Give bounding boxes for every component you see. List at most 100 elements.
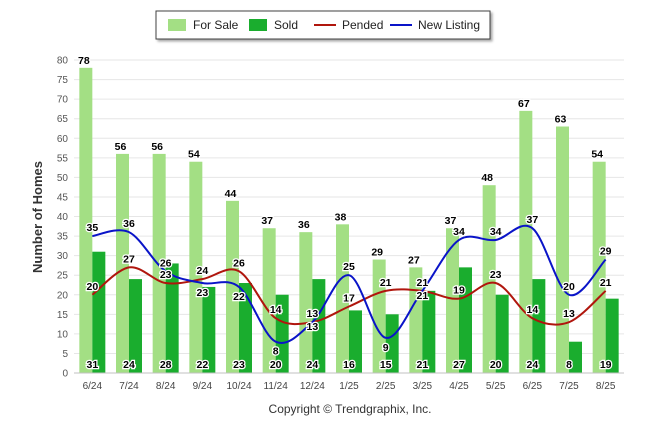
line-new-listing [92, 224, 607, 344]
data-label-for-sale: 27 [408, 254, 420, 266]
data-label-new-listing: 23 [196, 287, 208, 299]
data-label-sold: 20 [490, 359, 502, 371]
x-tick-label: 10/24 [226, 381, 251, 392]
y-tick-label: 10 [57, 329, 69, 340]
legend-label: Pended [342, 18, 383, 32]
data-label-pended: 13 [563, 308, 575, 320]
data-label-for-sale: 78 [78, 55, 90, 67]
y-tick-label: 80 [57, 56, 69, 67]
data-label-new-listing: 13 [306, 308, 318, 320]
data-label-new-listing: 29 [600, 246, 612, 258]
data-label-for-sale: 37 [445, 215, 457, 227]
data-label-pended: 27 [123, 253, 135, 265]
legend: For Sale Sold Pended New Listing [155, 10, 491, 40]
data-label-pended: 23 [490, 269, 502, 281]
bar-for-sale [79, 67, 93, 373]
data-label-new-listing: 22 [233, 291, 245, 303]
data-label-pended: 24 [196, 265, 208, 277]
data-labels: 78 56 56 54 44 37 36 38 29 27 37 48 67 63 54 31 24 28 22 23… [77, 54, 613, 373]
data-label-pended: 26 [233, 257, 245, 269]
bar-sold [422, 290, 436, 373]
bar-sold [165, 263, 179, 373]
bar-sold [495, 294, 509, 373]
data-label-new-listing: 36 [123, 218, 135, 230]
x-tick-label: 6/24 [83, 381, 103, 392]
bar-for-sale [336, 224, 349, 373]
bar-sold [275, 294, 289, 373]
y-tick-label: 50 [57, 173, 69, 184]
data-label-new-listing: 34 [490, 226, 502, 238]
data-label-new-listing: 9 [383, 342, 389, 354]
data-label-pended: 14 [526, 304, 538, 316]
bar-sold [239, 283, 252, 373]
bar-sold [385, 314, 399, 373]
data-label-sold: 27 [453, 359, 465, 371]
y-tick-label: 55 [57, 153, 69, 164]
data-label-pended: 20 [86, 281, 98, 293]
bar-for-sale [262, 228, 276, 373]
y-tick-label: 45 [57, 192, 69, 203]
data-label-sold: 22 [196, 359, 208, 371]
data-label-for-sale: 37 [261, 215, 273, 227]
x-tick-label: 3/25 [413, 381, 433, 392]
data-label-new-listing: 37 [526, 214, 538, 226]
data-label-sold: 15 [380, 359, 392, 371]
data-label-sold: 23 [233, 359, 245, 371]
bars [79, 67, 619, 374]
x-tick-label: 4/25 [449, 381, 469, 392]
data-label-sold: 20 [270, 359, 282, 371]
y-tick-label: 30 [57, 251, 69, 262]
x-tick-label: 11/24 [264, 381, 289, 392]
bar-for-sale [152, 153, 166, 373]
data-label-sold: 16 [343, 359, 355, 371]
data-label-pended: 21 [380, 277, 392, 289]
data-label-sold: 31 [86, 359, 98, 371]
data-label-pended: 17 [343, 292, 355, 304]
data-label-for-sale: 56 [151, 141, 163, 153]
x-tick-label: 12/24 [300, 381, 325, 392]
data-label-pended: 23 [160, 269, 172, 281]
bar-for-sale [519, 110, 533, 374]
data-label-sold: 24 [123, 359, 135, 371]
y-tick-label: 40 [57, 212, 69, 223]
x-tick-label: 1/25 [339, 381, 359, 392]
bar-sold [605, 298, 619, 373]
data-label-new-listing: 21 [416, 277, 428, 289]
bar-for-sale [372, 259, 386, 373]
data-label-new-listing: 25 [343, 261, 355, 273]
data-label-for-sale: 38 [335, 211, 347, 223]
data-label-for-sale: 48 [481, 172, 493, 184]
bar-for-sale [189, 161, 203, 373]
x-tick-label: 7/24 [119, 381, 139, 392]
bar-sold [569, 341, 582, 373]
bar-for-sale [482, 185, 496, 373]
line-pended [91, 266, 607, 326]
lines [91, 224, 607, 344]
bar-for-sale [446, 228, 459, 373]
data-label-sold: 24 [526, 359, 538, 371]
legend-label: For Sale [193, 18, 239, 32]
data-label-sold: 21 [416, 359, 428, 371]
data-label-pended: 21 [416, 290, 428, 302]
axes: 0 5 10 15 20 25 30 35 40 45 50 55 60 65 70 75 80 6/24 7/24… [57, 56, 624, 392]
data-label-for-sale: 54 [591, 149, 603, 161]
x-tick-label: 2/25 [376, 381, 396, 392]
data-label-for-sale: 29 [371, 247, 383, 259]
legend-swatch [249, 19, 267, 31]
x-tick-label: 8/24 [156, 381, 176, 392]
y-tick-label: 20 [57, 290, 69, 301]
bar-for-sale [556, 126, 569, 373]
bar-sold [532, 279, 546, 373]
data-label-new-listing: 8 [273, 346, 279, 358]
x-tick-label: 7/25 [559, 381, 579, 392]
data-label-for-sale: 36 [298, 219, 310, 231]
data-label-for-sale: 54 [188, 149, 200, 161]
bar-sold [202, 286, 216, 373]
y-tick-label: 65 [57, 114, 69, 125]
x-tick-label: 8/25 [596, 381, 616, 392]
data-label-sold: 24 [306, 359, 318, 371]
bar-for-sale [116, 153, 129, 373]
data-label-new-listing: 20 [563, 281, 575, 293]
bar-sold [129, 279, 142, 373]
